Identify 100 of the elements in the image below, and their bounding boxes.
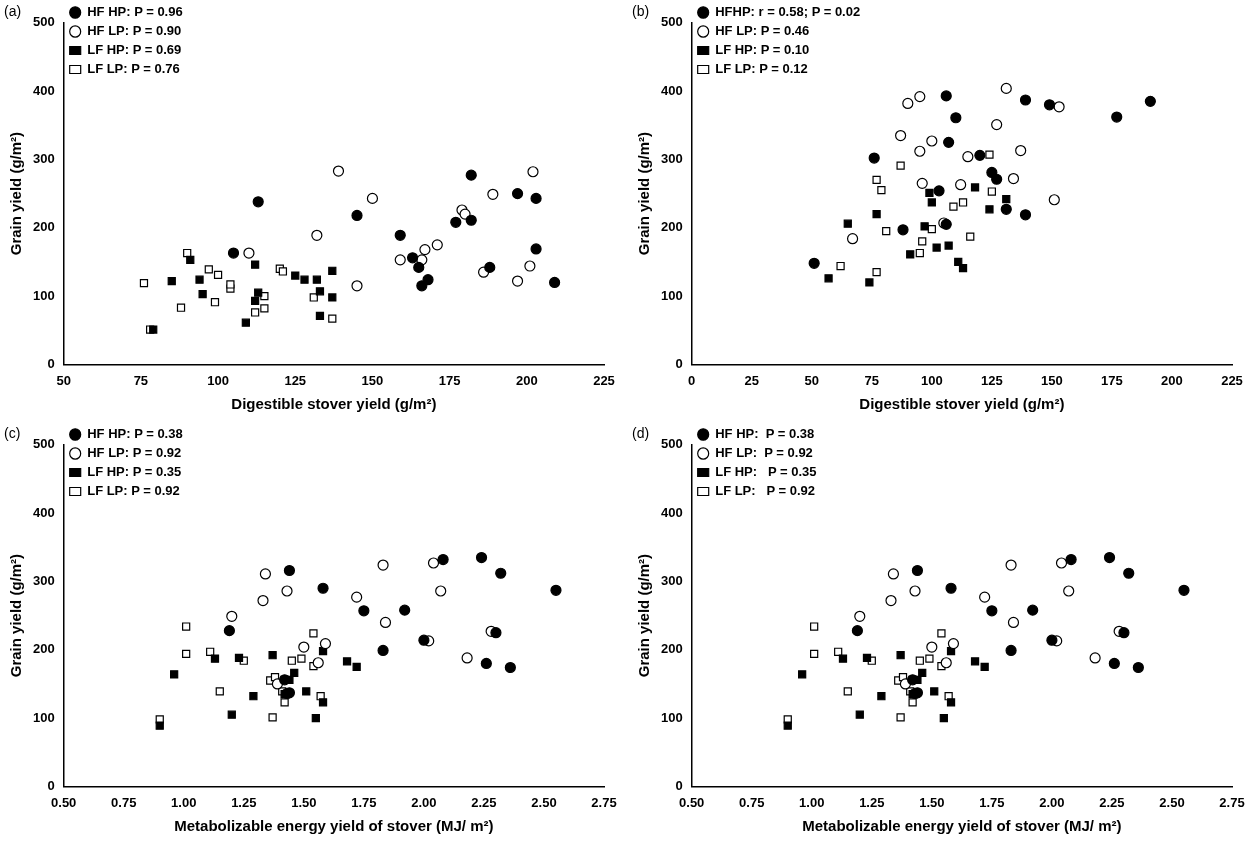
point: [877, 186, 886, 195]
x-tick-label: 25: [744, 372, 759, 388]
point: [504, 661, 516, 674]
point: [937, 629, 946, 638]
point: [290, 668, 299, 678]
point: [926, 135, 938, 147]
point: [342, 657, 352, 666]
point: [281, 585, 293, 597]
point: [182, 649, 191, 658]
point: [182, 622, 191, 631]
point: [868, 152, 880, 164]
point: [139, 278, 149, 288]
point: [461, 652, 473, 664]
point: [223, 625, 235, 637]
point: [427, 557, 440, 569]
point: [896, 651, 905, 660]
point: [315, 311, 325, 321]
point: [843, 687, 852, 696]
point: [970, 657, 980, 666]
point: [926, 641, 938, 653]
y-tick-label: 500: [660, 14, 683, 30]
point: [915, 248, 924, 258]
point: [480, 657, 492, 670]
y-axis-title: Grain yield (g/m²): [7, 131, 25, 256]
point: [908, 698, 917, 707]
point: [257, 594, 269, 607]
y-tick-label: 500: [32, 14, 55, 30]
legend-label: LF LP: P = 0.92: [87, 483, 180, 499]
x-tick-label: 225: [593, 372, 615, 388]
point: [855, 710, 864, 719]
point: [302, 687, 311, 696]
point: [896, 161, 905, 170]
y-tick-label: 100: [32, 709, 55, 725]
point: [872, 209, 881, 219]
point: [885, 594, 897, 607]
y-tick-label: 400: [32, 504, 55, 520]
x-tick-label: 1.75: [979, 794, 1005, 810]
point: [1055, 557, 1068, 569]
x-tick-label: 50: [804, 372, 819, 388]
y-tick-label: 0: [47, 777, 55, 793]
y-tick-label: 0: [47, 355, 55, 371]
point: [1007, 172, 1020, 185]
point: [291, 271, 300, 280]
point: [1118, 627, 1130, 639]
point: [824, 274, 833, 283]
x-tick-label: 0.75: [739, 794, 765, 810]
point: [311, 229, 323, 241]
legend-label: LF HP: P = 0.69: [87, 42, 182, 58]
point: [252, 196, 264, 208]
point: [298, 641, 310, 653]
point: [1063, 585, 1075, 597]
x-axis-title: Metabolizable energy yield of stover (MJ/ m²): [174, 817, 494, 835]
point: [318, 698, 328, 707]
point: [930, 687, 939, 696]
point: [495, 567, 507, 579]
point: [241, 318, 250, 327]
point: [351, 280, 363, 292]
point: [204, 265, 213, 274]
point: [287, 656, 296, 665]
x-tick-label: 0.50: [51, 794, 77, 810]
chart-title: (a): [4, 3, 22, 20]
point: [319, 638, 332, 650]
point: [1007, 616, 1020, 629]
point: [260, 304, 269, 313]
point: [985, 150, 994, 159]
point: [909, 585, 921, 597]
point: [1027, 604, 1039, 616]
point: [918, 668, 927, 678]
x-tick-label: 1.25: [231, 794, 257, 810]
y-tick-label: 100: [660, 709, 683, 725]
point: [198, 289, 207, 299]
point: [254, 288, 263, 297]
point: [949, 202, 958, 211]
point: [1005, 559, 1017, 571]
x-tick-label: 2.00: [1039, 794, 1065, 810]
point: [895, 129, 907, 142]
x-tick-label: 75: [864, 372, 880, 388]
point: [250, 296, 260, 305]
point: [946, 698, 956, 707]
point: [484, 261, 496, 273]
point: [882, 227, 891, 236]
point: [1108, 657, 1120, 670]
point: [896, 713, 905, 722]
point: [186, 255, 195, 265]
y-tick-label: 100: [660, 287, 683, 303]
legend-label: LF LP: P = 0.76: [87, 61, 180, 77]
x-tick-label: 100: [207, 372, 229, 388]
point: [915, 656, 924, 665]
point: [958, 198, 968, 207]
point: [530, 192, 542, 204]
y-tick-label: 500: [660, 436, 683, 452]
x-tick-label: 2.25: [471, 794, 497, 810]
point: [1043, 99, 1056, 111]
point: [955, 179, 967, 191]
point: [328, 314, 337, 323]
point: [243, 247, 255, 259]
x-tick-label: 200: [1161, 372, 1183, 388]
point: [309, 629, 318, 638]
legend-label: LF LP: P = 0.92: [715, 483, 816, 499]
point: [945, 582, 957, 594]
